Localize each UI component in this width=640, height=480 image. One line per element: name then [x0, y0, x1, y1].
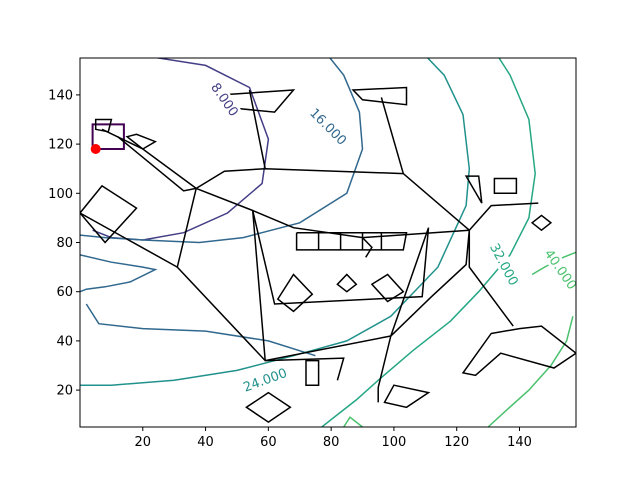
- start-point-marker: [90, 144, 101, 155]
- contour-line-level-40-small: [343, 416, 363, 427]
- contour-line-level-16-top: [80, 58, 364, 244]
- y-tick-label: 100: [48, 187, 73, 202]
- obstacle-polygon-right-triangle: [464, 175, 483, 204]
- x-tick-label: 20: [135, 435, 152, 450]
- graph-edge-15: [295, 231, 408, 251]
- graph-edge-10: [265, 357, 345, 381]
- y-axis: 20 40 60 80 100 120 140: [48, 88, 80, 399]
- graph-edge-11: [377, 335, 392, 403]
- y-tick-label: 80: [56, 236, 73, 251]
- obstacle-polygon-left-small-2: [125, 133, 158, 150]
- contour-label-backing: [307, 105, 350, 148]
- graph-edge-14: [361, 237, 373, 258]
- graph-edge-8: [117, 136, 197, 192]
- x-axis: 20 40 60 80 100 120 140: [135, 427, 532, 450]
- contour-label-backing: [541, 246, 580, 292]
- y-tick-label: 60: [56, 285, 73, 300]
- obstacle-polygon-top-right: [351, 86, 408, 106]
- x-tick-label: 40: [197, 435, 214, 450]
- contour-line-level-16-bottom: [85, 303, 316, 357]
- contour-label-backing: [206, 77, 244, 122]
- obstacle-polygon-right-rect: [493, 177, 518, 195]
- obstacle-polygon-bottom-center: [305, 359, 320, 386]
- x-tick-label: 60: [260, 435, 277, 450]
- obstacle-polygon-bottom-diamond: [245, 391, 292, 424]
- obstacle-polygon-right-diamond: [530, 214, 553, 232]
- y-tick-label: 140: [48, 88, 73, 103]
- y-tick-label: 20: [56, 384, 73, 399]
- graph-edge-3: [251, 210, 266, 361]
- obstacle-polygon-center-right-small: [370, 273, 405, 303]
- graph-edge-7: [101, 128, 197, 190]
- obstacle-polygon-bottom-right-quad: [383, 384, 431, 409]
- contour-line-level-40-bottom: [487, 316, 574, 427]
- obstacle-polygon-left-diamond: [80, 184, 138, 244]
- obstacle-polygon-center-left-small: [276, 273, 314, 313]
- x-tick-label: 100: [382, 435, 407, 450]
- obstacle-polygon-center-small: [336, 273, 358, 293]
- graph-edge-13: [380, 97, 405, 174]
- x-tick-label: 120: [444, 435, 469, 450]
- y-tick-label: 120: [48, 138, 73, 153]
- obstacle-polygon-right-bottom-tri: [461, 325, 576, 377]
- plot-content: [80, 58, 576, 427]
- graph-edge-2: [195, 187, 470, 239]
- x-tick-label: 80: [323, 435, 340, 450]
- contour-label-backing: [241, 365, 289, 395]
- contour-label-backing: [487, 241, 522, 288]
- contour-line-level-24: [80, 58, 471, 386]
- contour-line-level-0: [91, 123, 125, 150]
- contour-line-level-16-left: [80, 254, 158, 293]
- graph-edge-6: [468, 230, 514, 327]
- graph-edge-9: [80, 212, 178, 268]
- graph-edge-12: [248, 89, 266, 169]
- graph-edge-4: [251, 210, 430, 337]
- x-tick-label: 140: [507, 435, 532, 450]
- y-tick-label: 40: [56, 334, 73, 349]
- graph-edge-5: [468, 202, 539, 231]
- contour-line-level-32: [320, 58, 536, 427]
